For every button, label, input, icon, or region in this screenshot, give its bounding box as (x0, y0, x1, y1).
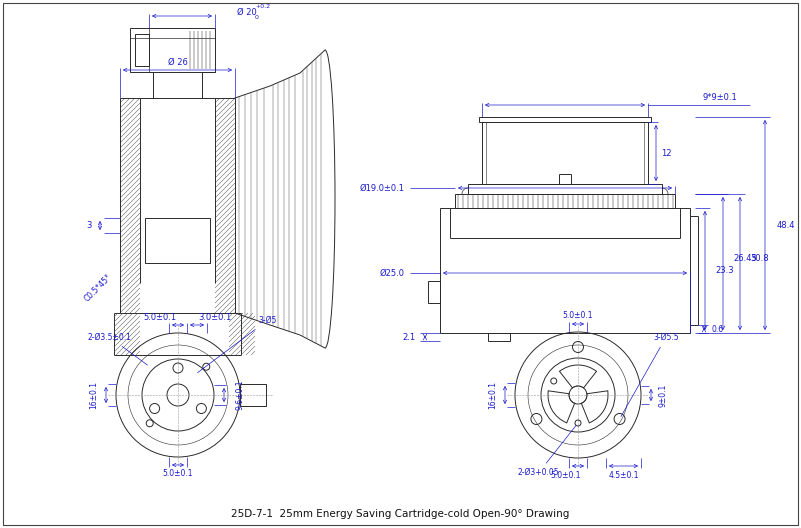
Text: 5.0±0.1: 5.0±0.1 (551, 470, 582, 479)
Text: 9*9±0.1: 9*9±0.1 (702, 93, 738, 102)
Text: 30.8: 30.8 (750, 254, 769, 263)
Text: +0.2: +0.2 (255, 4, 270, 9)
Bar (240, 384, 266, 406)
Text: 23.3: 23.3 (715, 266, 734, 275)
Text: C0.5*45°: C0.5*45° (83, 272, 114, 304)
Bar (488, 333, 510, 341)
Text: Ø 20: Ø 20 (237, 7, 257, 16)
Text: 9±0.1: 9±0.1 (658, 383, 667, 407)
Bar (440, 208, 690, 333)
Text: 4.5±0.1: 4.5±0.1 (608, 470, 638, 479)
Text: 26.45: 26.45 (733, 254, 757, 263)
Text: 3-Ø5: 3-Ø5 (198, 316, 276, 373)
Text: 3-Ø5.5: 3-Ø5.5 (621, 333, 678, 417)
Text: 48.4: 48.4 (777, 221, 795, 230)
Text: Ø19.0±0.1: Ø19.0±0.1 (360, 184, 405, 193)
Bar (145, 218, 210, 263)
Text: 16±0.1: 16±0.1 (489, 381, 497, 409)
Bar (135, 34, 149, 66)
Text: 5.0±0.1: 5.0±0.1 (143, 314, 176, 323)
Bar (479, 117, 651, 122)
Bar (428, 281, 440, 303)
Text: 25D-7-1  25mm Energy Saving Cartridge-cold Open-90° Drawing: 25D-7-1 25mm Energy Saving Cartridge-col… (231, 509, 570, 519)
Text: 2.1: 2.1 (403, 333, 416, 342)
Text: 12: 12 (661, 148, 671, 157)
Bar (130, 28, 215, 72)
Text: 16±0.1: 16±0.1 (90, 381, 99, 409)
Text: Ø 26: Ø 26 (167, 58, 187, 67)
Text: 0: 0 (255, 15, 259, 20)
Bar (482, 122, 648, 184)
Text: 2-Ø3+0.05: 2-Ø3+0.05 (518, 425, 576, 477)
Text: Ø25.0: Ø25.0 (380, 269, 405, 278)
Text: 0.6: 0.6 (712, 325, 724, 334)
Bar (455, 194, 675, 208)
Text: 5.0±0.1: 5.0±0.1 (163, 468, 193, 477)
Text: 2-Ø3.5±0.1: 2-Ø3.5±0.1 (88, 333, 147, 365)
Bar (468, 184, 662, 194)
Text: 3.0±0.1: 3.0±0.1 (199, 314, 231, 323)
Text: 5.0±0.1: 5.0±0.1 (563, 312, 594, 320)
Text: 3: 3 (87, 221, 92, 230)
Text: 9.6±0.1: 9.6±0.1 (235, 380, 244, 410)
